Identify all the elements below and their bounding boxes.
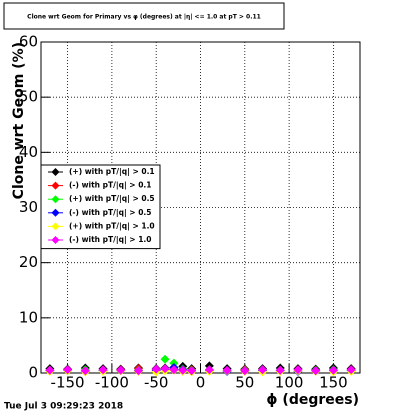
- y-tick-label: 20: [19, 253, 38, 271]
- y-tick-label: 30: [19, 198, 38, 216]
- legend-label: (-) with pT/|q| > 0.5: [69, 208, 151, 218]
- title-box: [3, 2, 285, 30]
- legend-label: (+) with pT/|q| > 0.1: [69, 167, 155, 177]
- x-tick-label: 150: [319, 374, 348, 392]
- data-point: [116, 365, 126, 375]
- data-point: [275, 365, 285, 375]
- y-tick-label: 10: [19, 308, 38, 326]
- data-point: [133, 366, 143, 376]
- legend-marker: [51, 195, 60, 204]
- data-point: [187, 366, 197, 376]
- legend-marker: [51, 236, 60, 244]
- data-point: [240, 366, 250, 376]
- legend-label: (+) with pT/|q| > 1.0: [69, 221, 155, 231]
- y-axis-label: Clone wrt Geom (%): [11, 42, 27, 199]
- data-point: [45, 365, 55, 375]
- data-point: [311, 366, 321, 376]
- data-point: [222, 365, 232, 375]
- data-point: [151, 364, 161, 374]
- x-axis-label: ϕ (degrees): [266, 392, 359, 408]
- legend-label: (-) with pT/|q| > 1.0: [69, 235, 151, 245]
- legend-label: (-) with pT/|q| > 0.1: [69, 181, 151, 191]
- x-tick-label: -50: [144, 374, 169, 392]
- chart-title: Clone wrt Geom for Primary vs φ (degrees…: [27, 14, 261, 21]
- legend-label: (+) with pT/|q| > 0.5: [69, 194, 155, 204]
- x-tick-label: -150: [51, 374, 85, 392]
- legend-marker: [51, 222, 60, 231]
- data-point: [160, 364, 170, 374]
- data-point: [293, 365, 303, 375]
- data-point: [346, 365, 356, 375]
- timestamp: Tue Jul 3 09:29:23 2018: [4, 402, 123, 412]
- legend-marker: [51, 168, 60, 176]
- data-point: [169, 365, 179, 375]
- data-point: [98, 365, 108, 375]
- data-point: [178, 365, 188, 375]
- y-tick-label: 0: [28, 364, 38, 382]
- legend-box: [40, 164, 161, 250]
- y-tick-label: 40: [19, 143, 38, 161]
- data-point: [258, 365, 268, 375]
- x-tick-label: 100: [275, 374, 304, 392]
- y-tick-label: 60: [19, 33, 38, 51]
- data-point: [160, 354, 170, 364]
- legend-marker: [51, 208, 60, 217]
- x-tick-label: -100: [95, 374, 129, 392]
- data-point: [80, 366, 90, 376]
- data-point: [328, 365, 338, 375]
- data-point: [63, 365, 73, 375]
- x-tick-label: 50: [235, 374, 254, 392]
- y-tick-label: 50: [19, 88, 38, 106]
- x-tick-label: 0: [196, 374, 206, 392]
- data-point: [204, 365, 214, 375]
- legend-marker: [51, 181, 60, 190]
